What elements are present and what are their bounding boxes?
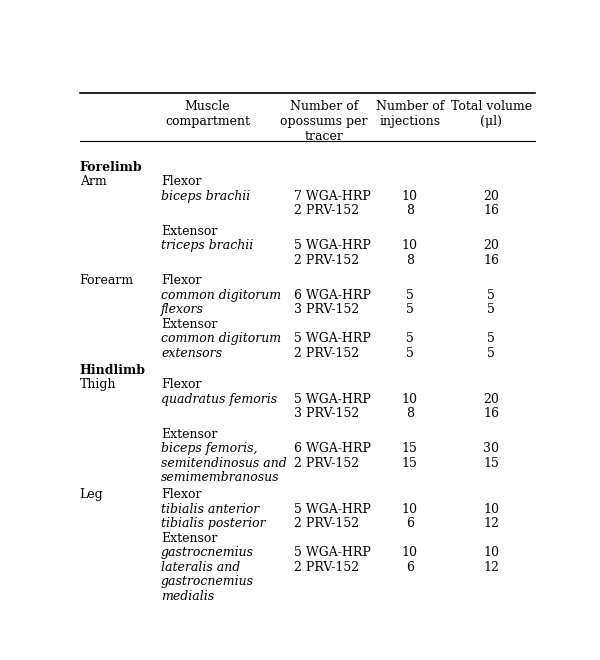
- Text: Forelimb: Forelimb: [80, 161, 142, 174]
- Text: 6: 6: [406, 517, 414, 530]
- Text: biceps brachii: biceps brachii: [161, 189, 250, 203]
- Text: 16: 16: [483, 407, 499, 420]
- Text: semimembranosus: semimembranosus: [161, 471, 280, 484]
- Text: 16: 16: [483, 204, 499, 217]
- Text: Flexor: Flexor: [161, 176, 202, 188]
- Text: 2 PRV-152: 2 PRV-152: [293, 204, 359, 217]
- Text: semitendinosus and: semitendinosus and: [161, 457, 287, 470]
- Text: common digitorum: common digitorum: [161, 289, 281, 302]
- Text: 2 PRV-152: 2 PRV-152: [293, 517, 359, 530]
- Text: 12: 12: [483, 517, 499, 530]
- Text: Extensor: Extensor: [161, 225, 217, 238]
- Text: 2 PRV-152: 2 PRV-152: [293, 253, 359, 267]
- Text: 5: 5: [487, 332, 495, 345]
- Text: flexors: flexors: [161, 304, 204, 316]
- Text: 10: 10: [483, 503, 499, 515]
- Text: 2 PRV-152: 2 PRV-152: [293, 561, 359, 574]
- Text: Flexor: Flexor: [161, 488, 202, 502]
- Text: Hindlimb: Hindlimb: [80, 364, 146, 377]
- Text: 10: 10: [483, 546, 499, 559]
- Text: 5 WGA-HRP: 5 WGA-HRP: [293, 546, 370, 559]
- Text: 6: 6: [406, 561, 414, 574]
- Text: biceps femoris,: biceps femoris,: [161, 442, 257, 455]
- Text: 3 PRV-152: 3 PRV-152: [293, 407, 359, 420]
- Text: 6 WGA-HRP: 6 WGA-HRP: [293, 289, 371, 302]
- Text: 8: 8: [406, 204, 414, 217]
- Text: Number of
opossums per
tracer: Number of opossums per tracer: [280, 100, 368, 143]
- Text: tibialis anterior: tibialis anterior: [161, 503, 259, 515]
- Text: Extensor: Extensor: [161, 532, 217, 544]
- Text: extensors: extensors: [161, 346, 222, 360]
- Text: 20: 20: [483, 189, 499, 203]
- Text: lateralis and: lateralis and: [161, 561, 240, 574]
- Text: Forearm: Forearm: [80, 275, 134, 287]
- Text: 6 WGA-HRP: 6 WGA-HRP: [293, 442, 371, 455]
- Text: 5 WGA-HRP: 5 WGA-HRP: [293, 503, 370, 515]
- Text: 5: 5: [487, 304, 495, 316]
- Text: 30: 30: [483, 442, 499, 455]
- Text: quadratus femoris: quadratus femoris: [161, 393, 277, 406]
- Text: 2 PRV-152: 2 PRV-152: [293, 346, 359, 360]
- Text: 2 PRV-152: 2 PRV-152: [293, 457, 359, 470]
- Text: Muscle
compartment: Muscle compartment: [165, 100, 250, 127]
- Text: Thigh: Thigh: [80, 378, 116, 391]
- Text: 3 PRV-152: 3 PRV-152: [293, 304, 359, 316]
- Text: 10: 10: [402, 189, 418, 203]
- Text: gastrocnemius: gastrocnemius: [161, 576, 254, 588]
- Text: 5: 5: [406, 289, 414, 302]
- Text: Flexor: Flexor: [161, 275, 202, 287]
- Text: 5 WGA-HRP: 5 WGA-HRP: [293, 240, 370, 252]
- Text: 16: 16: [483, 253, 499, 267]
- Text: 5: 5: [406, 332, 414, 345]
- Text: 20: 20: [483, 393, 499, 406]
- Text: 5: 5: [406, 304, 414, 316]
- Text: 10: 10: [402, 393, 418, 406]
- Text: Number of
injections: Number of injections: [376, 100, 444, 127]
- Text: common digitorum: common digitorum: [161, 332, 281, 345]
- Text: 5: 5: [487, 346, 495, 360]
- Text: Leg: Leg: [80, 488, 103, 502]
- Text: Arm: Arm: [80, 176, 106, 188]
- Text: 12: 12: [483, 561, 499, 574]
- Text: 15: 15: [483, 457, 499, 470]
- Text: 15: 15: [402, 457, 418, 470]
- Text: 5: 5: [487, 289, 495, 302]
- Text: medialis: medialis: [161, 589, 214, 603]
- Text: 5: 5: [406, 346, 414, 360]
- Text: triceps brachii: triceps brachii: [161, 240, 253, 252]
- Text: 5 WGA-HRP: 5 WGA-HRP: [293, 393, 370, 406]
- Text: Extensor: Extensor: [161, 318, 217, 331]
- Text: 5 WGA-HRP: 5 WGA-HRP: [293, 332, 370, 345]
- Text: Flexor: Flexor: [161, 378, 202, 391]
- Text: 8: 8: [406, 407, 414, 420]
- Text: 7 WGA-HRP: 7 WGA-HRP: [293, 189, 370, 203]
- Text: Total volume
(μl): Total volume (μl): [451, 100, 532, 127]
- Text: 10: 10: [402, 240, 418, 252]
- Text: tibialis posterior: tibialis posterior: [161, 517, 266, 530]
- Text: 15: 15: [402, 442, 418, 455]
- Text: 10: 10: [402, 546, 418, 559]
- Text: Extensor: Extensor: [161, 428, 217, 441]
- Text: 20: 20: [483, 240, 499, 252]
- Text: 10: 10: [402, 503, 418, 515]
- Text: gastrocnemius: gastrocnemius: [161, 546, 254, 559]
- Text: 8: 8: [406, 253, 414, 267]
